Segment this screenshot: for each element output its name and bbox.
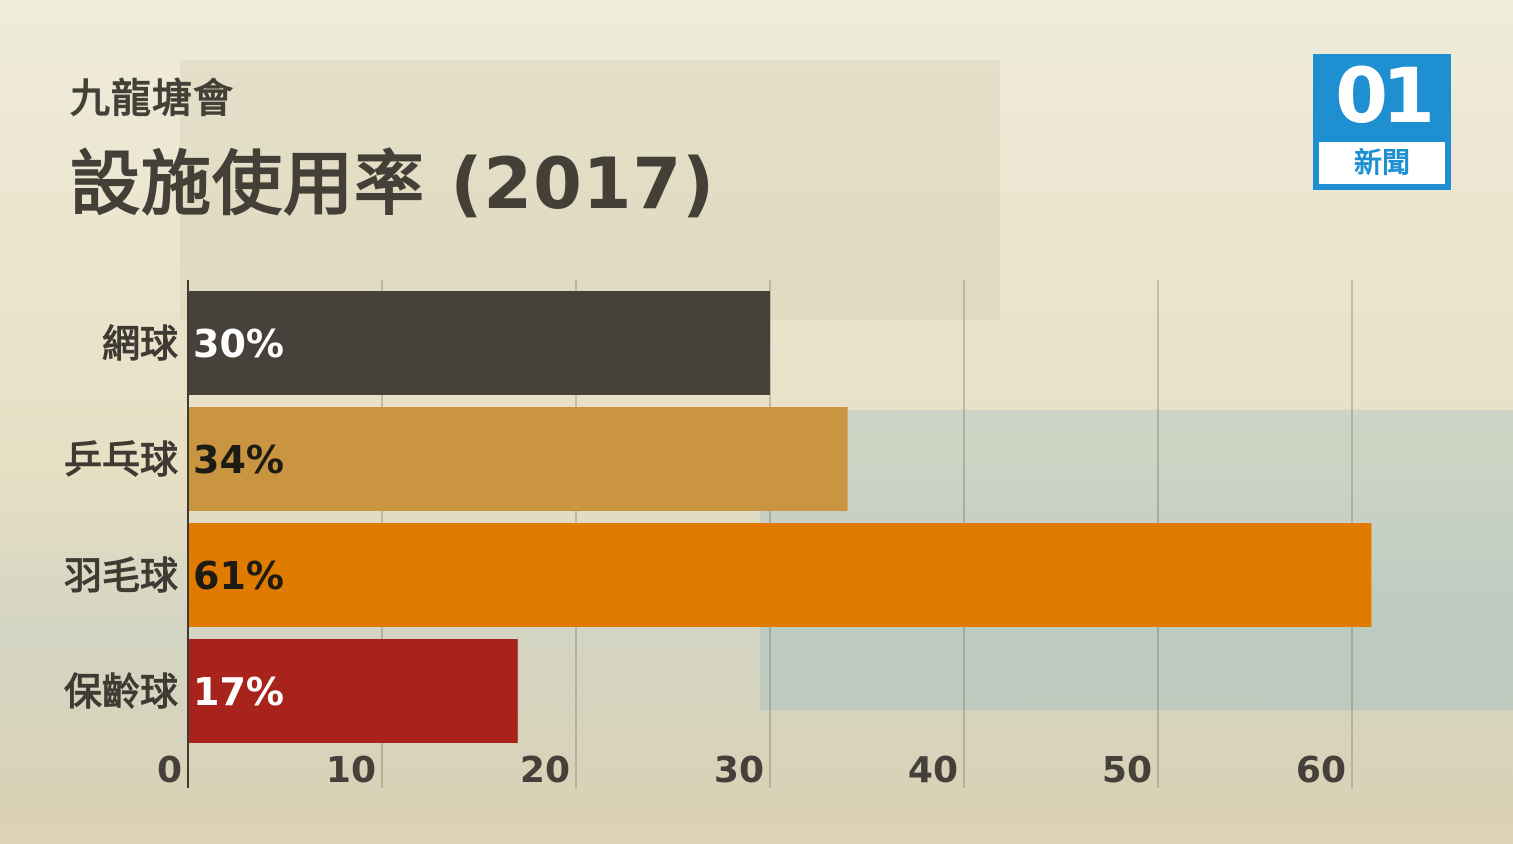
bar-2 xyxy=(188,523,1372,627)
x-tick-label-20: 20 xyxy=(520,750,570,791)
value-label-2: 61% xyxy=(193,554,284,598)
value-label-0: 30% xyxy=(193,322,284,366)
category-label-1: 乒乓球 xyxy=(64,438,179,482)
value-label-3: 17% xyxy=(193,670,284,714)
x-tick-label-10: 10 xyxy=(326,750,376,791)
background-building xyxy=(180,60,1000,320)
category-label-0: 網球 xyxy=(102,322,179,366)
category-label-2: 羽毛球 xyxy=(64,554,179,598)
bar-1 xyxy=(188,407,848,511)
hk01-logo: 01 新聞 xyxy=(1313,54,1451,190)
logo-text: 新聞 xyxy=(1319,142,1445,184)
x-tick-label-30: 30 xyxy=(714,750,764,791)
chart-title: 設施使用率 (2017) xyxy=(70,143,716,225)
x-tick-label-40: 40 xyxy=(908,750,958,791)
bar-0 xyxy=(188,291,770,395)
bar-3 xyxy=(188,639,518,743)
category-label-3: 保齡球 xyxy=(64,670,179,714)
value-label-1: 34% xyxy=(193,438,284,482)
x-tick-label-60: 60 xyxy=(1296,750,1346,791)
x-tick-label-50: 50 xyxy=(1102,750,1152,791)
logo-number: 01 xyxy=(1335,51,1435,140)
chart-subtitle: 九龍塘會 xyxy=(70,76,234,122)
x-tick-label-0: 0 xyxy=(157,750,182,791)
